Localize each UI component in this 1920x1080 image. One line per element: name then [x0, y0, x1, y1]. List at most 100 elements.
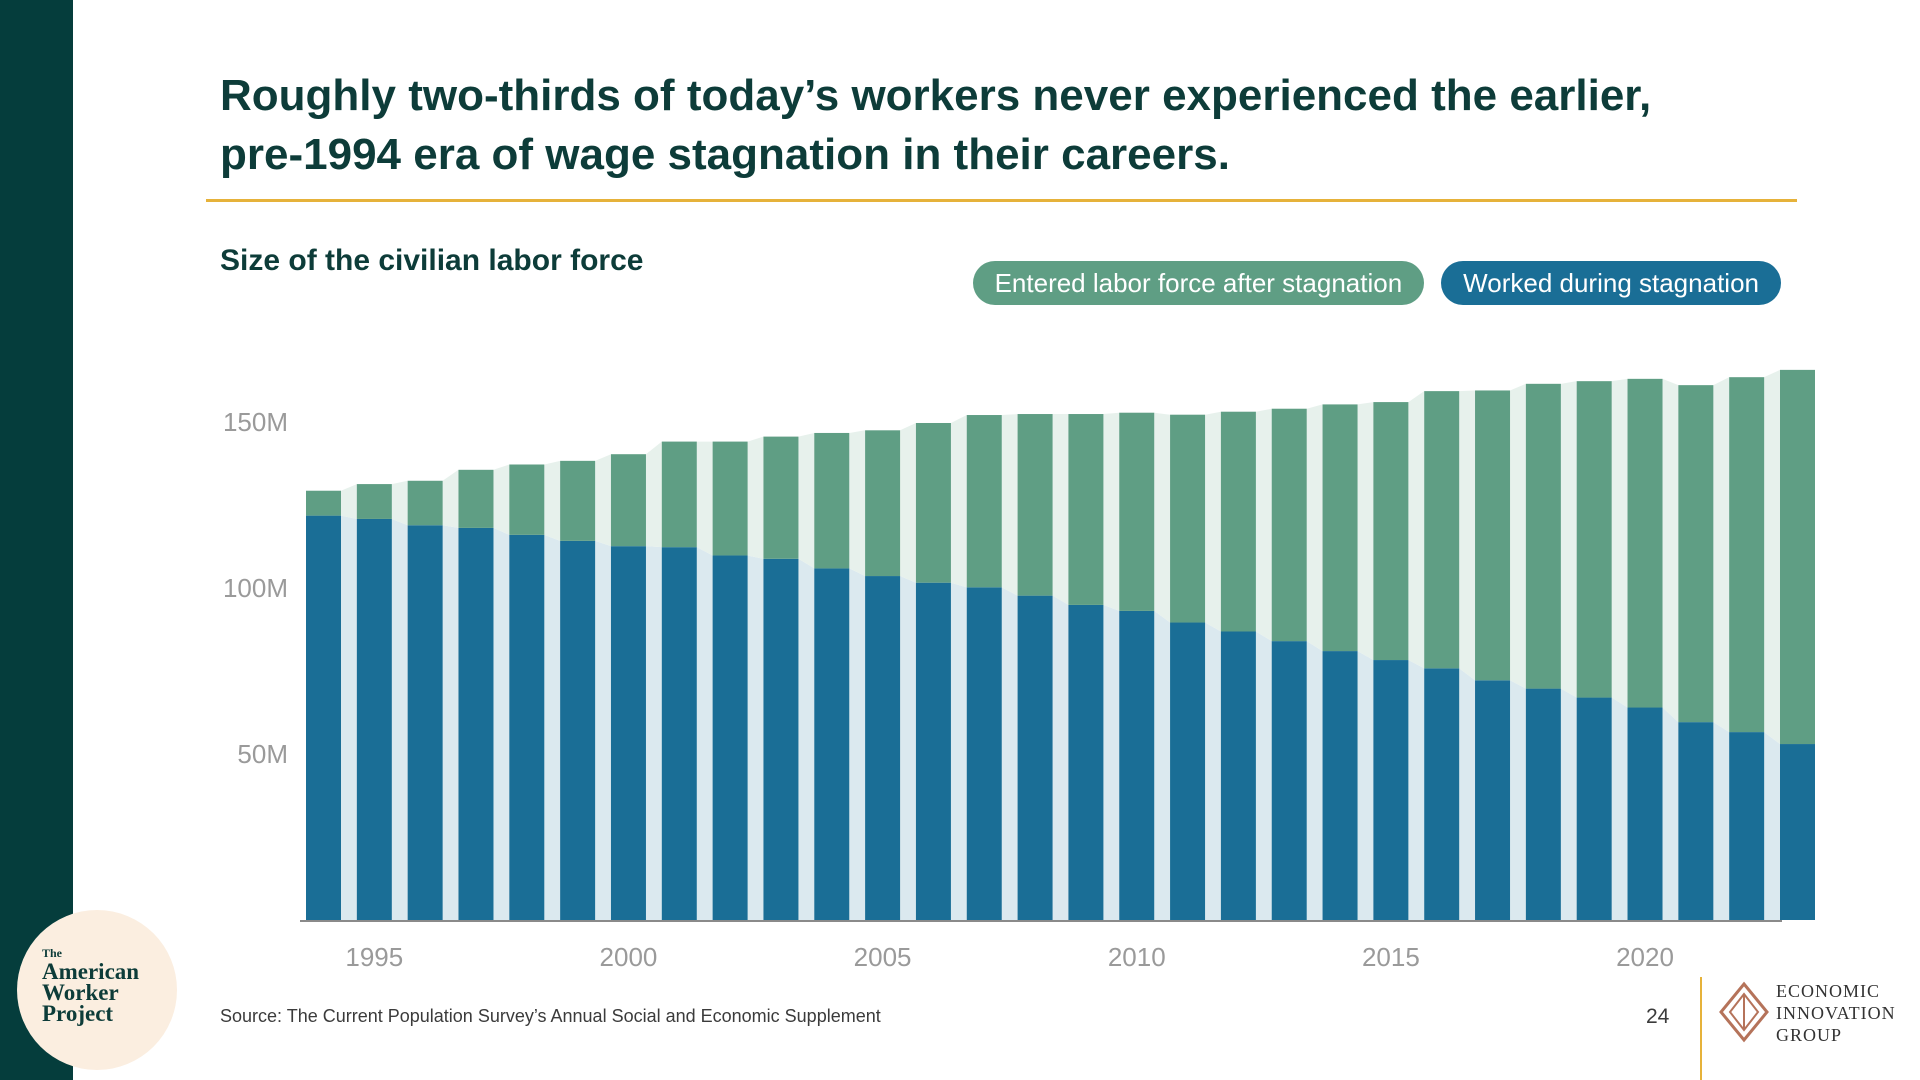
- x-tick-label-1995: 1995: [345, 942, 403, 972]
- bar-entered-after-1994: [306, 490, 341, 516]
- connector-entered-after: [900, 422, 916, 583]
- bar-worked-during-1998: [509, 534, 545, 920]
- bar-worked-during-2011: [1170, 622, 1206, 920]
- connector-worked-during: [849, 568, 866, 920]
- bar-entered-after-2020: [1627, 378, 1663, 708]
- bar-worked-during-1995: [356, 518, 392, 920]
- connector-entered-after: [544, 460, 561, 541]
- bar-entered-after-2002: [712, 441, 748, 556]
- bar-worked-during-2014: [1322, 651, 1358, 920]
- connector-entered-after: [798, 432, 815, 569]
- bar-worked-during-2000: [610, 546, 646, 920]
- bar-entered-after-2003: [763, 436, 799, 559]
- bar-worked-during-1999: [560, 540, 596, 920]
- connector-worked-during: [493, 527, 510, 920]
- logo-word-american: American: [42, 959, 140, 984]
- connector-entered-after: [442, 469, 459, 528]
- connector-entered-after: [1510, 383, 1526, 689]
- bar-entered-after-1997: [458, 469, 494, 528]
- connector-entered-after: [1713, 377, 1730, 733]
- bar-worked-during-2021: [1678, 722, 1714, 920]
- bar-worked-during-2022: [1729, 732, 1765, 920]
- connector-entered-after: [747, 436, 764, 559]
- connector-worked-during: [1459, 668, 1476, 920]
- bar-entered-after-2004: [814, 432, 850, 569]
- connector-worked-during: [1154, 610, 1171, 920]
- bar-worked-during-2001: [661, 547, 697, 920]
- bar-worked-during-2007: [966, 587, 1002, 920]
- left-accent-bar: [0, 0, 73, 1080]
- connector-worked-during: [645, 546, 662, 920]
- connector-worked-during: [747, 555, 764, 920]
- connector-worked-during: [1510, 680, 1526, 920]
- connector-entered-after: [1357, 402, 1374, 661]
- connector-entered-after: [849, 430, 866, 577]
- bar-worked-during-1996: [407, 525, 443, 920]
- connector-entered-after: [1459, 390, 1476, 681]
- bar-entered-after-2019: [1576, 381, 1612, 698]
- chart-title: Size of the civilian labor force: [220, 244, 644, 277]
- connector-worked-during: [1052, 595, 1069, 920]
- connector-entered-after: [1154, 412, 1171, 623]
- connector-worked-during: [1662, 707, 1679, 920]
- logo-word-worker: Worker: [42, 980, 119, 1005]
- connector-entered-after: [1205, 411, 1221, 632]
- page-number: 24: [1646, 1005, 1670, 1028]
- connector-entered-after: [1408, 391, 1425, 669]
- headline-divider: [206, 199, 1797, 202]
- bar-entered-after-2023: [1780, 369, 1815, 745]
- bar-worked-during-2005: [865, 576, 901, 920]
- bar-entered-after-2018: [1525, 383, 1561, 689]
- connector-entered-after: [1255, 408, 1272, 642]
- connector-worked-during: [1408, 660, 1425, 920]
- logo-badge: [17, 910, 177, 1070]
- bar-entered-after-2010: [1119, 412, 1155, 611]
- x-tick-label-2000: 2000: [600, 942, 658, 972]
- bar-worked-during-2020: [1627, 707, 1663, 920]
- y-tick-label-100M: 100M: [223, 573, 288, 603]
- connector-entered-after: [696, 441, 713, 556]
- connector-entered-after: [1103, 412, 1120, 611]
- connector-entered-after: [595, 454, 611, 547]
- bar-worked-during-2012: [1220, 631, 1256, 920]
- bar-worked-during-1997: [458, 527, 494, 920]
- connector-worked-during: [798, 558, 815, 920]
- connector-worked-during: [1205, 622, 1221, 920]
- bar-worked-during-2016: [1424, 668, 1460, 920]
- bar-worked-during-2004: [814, 568, 850, 920]
- connector-entered-after: [1052, 414, 1069, 605]
- eig-word-2: INNOVATION: [1776, 1003, 1896, 1023]
- legend-worked-during: Worked during stagnation: [1441, 261, 1781, 305]
- bar-worked-during-2008: [1017, 595, 1053, 920]
- bar-entered-after-2007: [966, 415, 1002, 588]
- connector-worked-during: [1611, 697, 1628, 920]
- x-tick-label-2015: 2015: [1362, 942, 1420, 972]
- source-note: Source: The Current Population Survey’s …: [220, 1006, 881, 1026]
- connector-entered-after: [1764, 369, 1780, 745]
- bar-worked-during-2010: [1119, 610, 1155, 920]
- x-tick-label-2010: 2010: [1108, 942, 1166, 972]
- headline-line-1: Roughly two-thirds of today’s workers ne…: [220, 71, 1652, 120]
- bar-entered-after-2009: [1068, 414, 1104, 605]
- bar-entered-after-1996: [407, 480, 443, 526]
- connector-entered-after: [1001, 414, 1018, 596]
- bar-worked-during-2023: [1780, 744, 1815, 920]
- connector-entered-after: [1611, 378, 1628, 708]
- bar-worked-during-2006: [915, 582, 951, 920]
- bar-worked-during-1994: [306, 515, 341, 920]
- bar-entered-after-2006: [915, 422, 951, 583]
- connector-entered-after: [1306, 404, 1323, 652]
- bar-entered-after-2013: [1271, 408, 1307, 642]
- bar-entered-after-2008: [1017, 414, 1053, 596]
- y-tick-label-50M: 50M: [237, 739, 288, 769]
- logo-word-project: Project: [42, 1001, 114, 1026]
- american-worker-project-logo: The American Worker Project: [42, 945, 140, 1026]
- bar-entered-after-2021: [1678, 385, 1714, 723]
- connector-worked-during: [595, 540, 611, 920]
- bar-worked-during-2003: [763, 558, 799, 920]
- bar-entered-after-1995: [356, 484, 392, 519]
- bar-worked-during-2017: [1475, 680, 1511, 920]
- connector-worked-during: [544, 534, 561, 920]
- bar-entered-after-2000: [610, 454, 646, 547]
- connector-entered-after: [493, 464, 510, 535]
